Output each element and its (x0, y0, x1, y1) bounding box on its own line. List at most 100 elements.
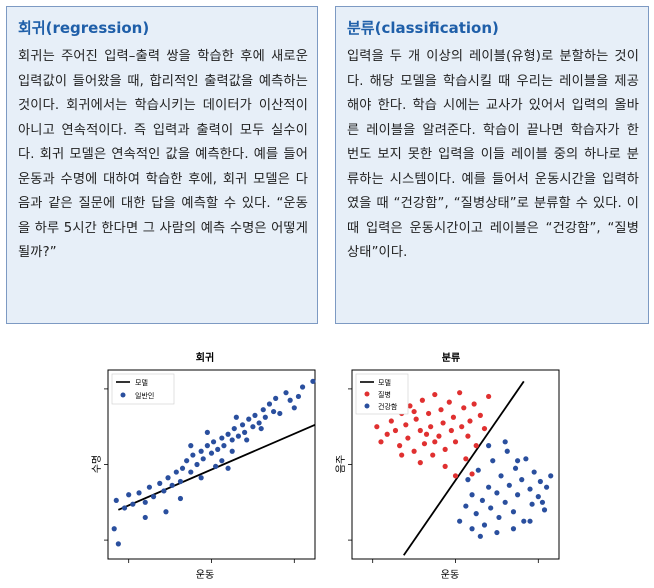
classification-data-point (457, 518, 463, 524)
regression-ylabel: 수명 (91, 455, 103, 473)
regression-box: 회귀(regression) 회귀는 주어진 입력–출력 쌍을 학습한 후에 새… (6, 6, 318, 324)
classification-data-point (392, 427, 399, 434)
classification-data-point (384, 431, 390, 437)
regression-data-point (126, 492, 132, 498)
regression-legend-label-model: 모델 (135, 379, 148, 387)
classification-data-point (397, 443, 403, 449)
regression-data-point (213, 463, 219, 469)
regression-data-point (225, 465, 231, 471)
regression-legend: 모델 일반인 (111, 373, 175, 405)
regression-data-point (239, 422, 246, 428)
regression-legend-box (111, 373, 175, 405)
regression-data-point (229, 437, 235, 443)
classification-ticks (348, 388, 539, 563)
classification-data-point (425, 410, 432, 417)
regression-data-point (233, 414, 239, 420)
classification-data-point (486, 484, 492, 490)
classification-data-point (537, 478, 543, 485)
classification-data-point (523, 456, 529, 462)
regression-data-point (260, 407, 266, 413)
regression-data-point (146, 484, 152, 490)
classification-data-point (490, 458, 496, 464)
classification-data-point (465, 477, 471, 483)
classification-legend: 모델 질병 건강함 (355, 373, 409, 415)
regression-data-point (250, 424, 256, 430)
classification-data-point (539, 499, 546, 505)
classification-data-point (432, 391, 438, 398)
regression-data-point (258, 425, 264, 432)
regression-data-point (287, 397, 293, 403)
regression-data-point (295, 393, 302, 400)
regression-data-point (204, 429, 210, 435)
classification-data-point (529, 501, 535, 507)
classification-data-point (510, 509, 517, 515)
classification-legend-label-model: 모델 (378, 379, 391, 387)
classification-data-point (506, 482, 512, 488)
classification-title: 분류(classification) (347, 19, 499, 37)
regression-chart: 회귀 운동 수명 모델 일반인 (88, 346, 328, 584)
regression-data-point (188, 443, 194, 449)
classification-data-point (440, 420, 446, 426)
regression-data-point (115, 541, 121, 547)
regression-data-point (256, 420, 262, 426)
regression-xlabel: 운동 (196, 569, 214, 581)
regression-data-point (219, 458, 225, 464)
classification-data-point (531, 469, 537, 475)
classification-data-point (473, 443, 479, 449)
regression-data-point (111, 526, 117, 532)
classification-data-point (407, 403, 413, 409)
regression-data-point (299, 384, 306, 390)
classification-data-point (463, 456, 469, 462)
classification-data-point (442, 463, 448, 469)
regression-data-point (235, 433, 242, 439)
classification-data-point (488, 505, 494, 511)
regression-data-point (190, 452, 196, 458)
classification-ylabel: 음주 (335, 455, 347, 473)
regression-data-point (165, 475, 171, 481)
classification-data-point (494, 529, 500, 536)
regression-data-point (221, 443, 227, 449)
regression-data-point (198, 475, 204, 481)
regression-body: 회귀는 주어진 입력–출력 쌍을 학습한 후에 새로운 입력값이 들어왔을 때,… (18, 49, 308, 260)
regression-data-point (266, 401, 273, 407)
regression-data-point (173, 469, 179, 475)
classification-data-point (403, 422, 409, 428)
classification-model-line (403, 380, 525, 556)
regression-data-point (177, 495, 184, 502)
classification-data-point (502, 499, 508, 505)
regression-data-point (231, 425, 237, 432)
regression-legend-label-points: 일반인 (135, 391, 154, 400)
regression-data-point (142, 499, 148, 505)
regression-legend-point-swatch (120, 392, 126, 398)
regression-data-point (113, 497, 119, 504)
regression-data-point (142, 514, 148, 521)
classification-data-point (475, 467, 481, 473)
classification-data-point (465, 433, 471, 439)
regression-data-point (291, 405, 297, 411)
classification-data-point (541, 507, 548, 513)
classification-data-point (417, 460, 423, 466)
classification-data-point (461, 405, 467, 411)
regression-data-point (283, 390, 289, 396)
classification-data-point (413, 416, 419, 422)
classification-data-point (479, 497, 486, 504)
regression-data-point (310, 378, 316, 384)
classification-body: 입력을 두 개 이상의 레이블(유형)로 분할하는 것이다. 해당 모델을 학습… (347, 49, 639, 260)
classification-data-point (481, 425, 488, 432)
classification-data-point (452, 473, 459, 479)
classification-data-point (417, 427, 423, 434)
regression-data-point (179, 465, 186, 471)
classification-data-point (446, 399, 452, 405)
classification-data-point (450, 414, 457, 420)
regression-ticks (104, 388, 295, 563)
classification-data-point (457, 390, 463, 396)
regression-data-point (130, 501, 136, 507)
regression-data-point (150, 494, 157, 500)
classification-data-point (496, 514, 502, 521)
regression-data-point (169, 482, 175, 488)
classification-data-point (452, 439, 459, 445)
classification-data-point (374, 424, 380, 430)
regression-data-point (136, 490, 142, 496)
classification-data-point (486, 393, 492, 400)
classification-data-point (448, 427, 454, 434)
